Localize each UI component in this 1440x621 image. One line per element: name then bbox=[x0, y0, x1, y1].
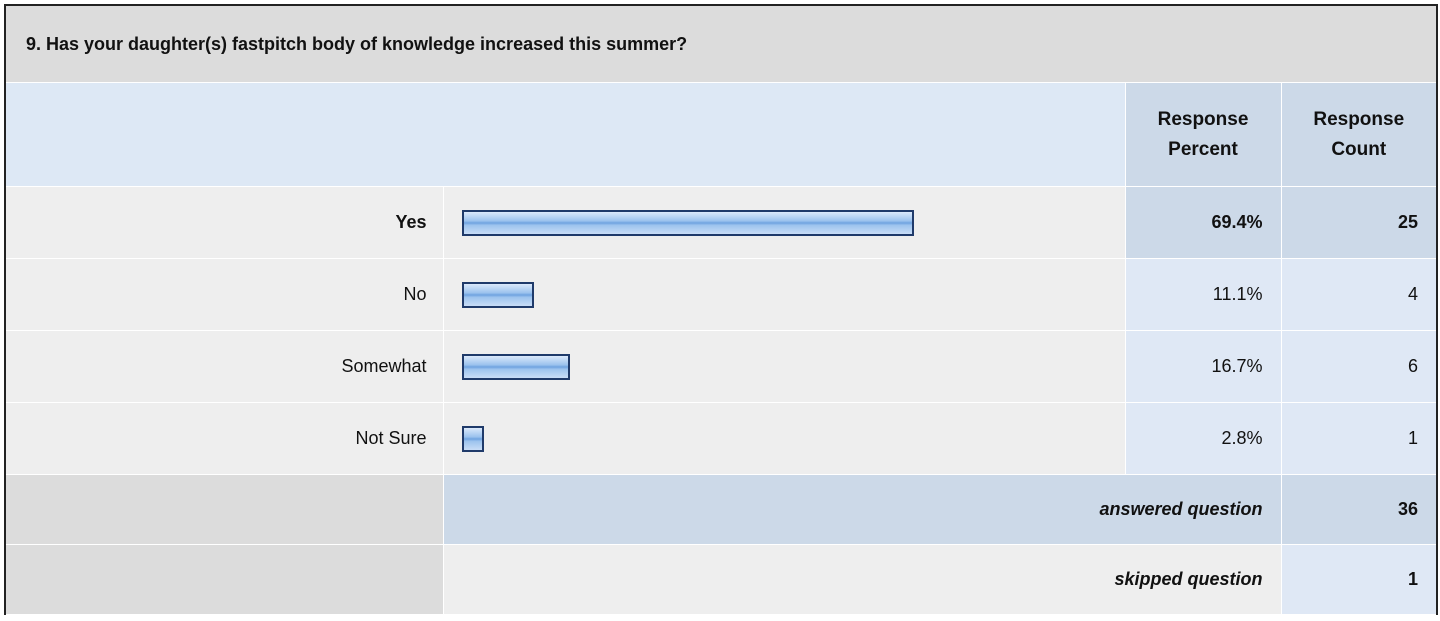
percent-bar bbox=[461, 209, 914, 236]
answer-row: Somewhat 16.7% 6 bbox=[4, 330, 1438, 403]
header-row: Response Percent Response Count bbox=[4, 82, 1438, 187]
title-row: 9. Has your daughter(s) fastpitch body o… bbox=[4, 4, 1438, 83]
footer-blank bbox=[4, 544, 444, 615]
response-count: 1 bbox=[1280, 402, 1438, 475]
percent-header: Response Percent bbox=[1124, 82, 1282, 187]
answer-row: No 11.1% 4 bbox=[4, 258, 1438, 331]
header-blank bbox=[4, 82, 1126, 187]
percent-bar bbox=[461, 353, 571, 380]
question-title: 9. Has your daughter(s) fastpitch body o… bbox=[4, 4, 1438, 83]
bar-cell bbox=[442, 186, 1126, 259]
answer-label: Somewhat bbox=[4, 330, 444, 403]
answer-row: Yes 69.4% 25 bbox=[4, 186, 1438, 259]
response-percent: 69.4% bbox=[1124, 186, 1282, 259]
survey-table: 9. Has your daughter(s) fastpitch body o… bbox=[4, 4, 1439, 615]
count-header: Response Count bbox=[1280, 82, 1438, 187]
answered-row: answered question 36 bbox=[4, 474, 1438, 545]
answered-label: answered question bbox=[442, 474, 1282, 545]
skipped-row: skipped question 1 bbox=[4, 544, 1438, 615]
response-percent: 16.7% bbox=[1124, 330, 1282, 403]
bar-cell bbox=[442, 330, 1126, 403]
response-count: 6 bbox=[1280, 330, 1438, 403]
answered-count: 36 bbox=[1280, 474, 1438, 545]
response-count: 25 bbox=[1280, 186, 1438, 259]
skipped-count: 1 bbox=[1280, 544, 1438, 615]
answer-label: No bbox=[4, 258, 444, 331]
answer-label: Yes bbox=[4, 186, 444, 259]
response-percent: 2.8% bbox=[1124, 402, 1282, 475]
response-count: 4 bbox=[1280, 258, 1438, 331]
bar-cell bbox=[442, 402, 1126, 475]
percent-bar bbox=[461, 281, 534, 308]
answer-label: Not Sure bbox=[4, 402, 444, 475]
bar-cell bbox=[442, 258, 1126, 331]
skipped-label: skipped question bbox=[442, 544, 1282, 615]
footer-blank bbox=[4, 474, 444, 545]
answer-row: Not Sure 2.8% 1 bbox=[4, 402, 1438, 475]
percent-bar bbox=[461, 425, 484, 452]
response-percent: 11.1% bbox=[1124, 258, 1282, 331]
answer-rows: Yes 69.4% 25 No 11.1% 4 Somewhat 16.7% 6 Not Sure… bbox=[4, 186, 1438, 475]
